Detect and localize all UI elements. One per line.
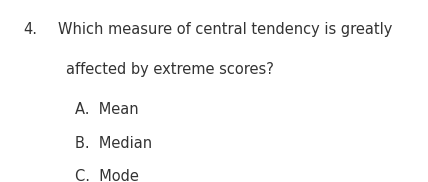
Text: C.  Mode: C. Mode <box>75 169 139 182</box>
Text: A.  Mean: A. Mean <box>75 102 139 117</box>
Text: 4.: 4. <box>24 22 38 37</box>
Text: affected by extreme scores?: affected by extreme scores? <box>66 62 274 77</box>
Text: B.  Median: B. Median <box>75 136 152 151</box>
Text: Which measure of central tendency is greatly: Which measure of central tendency is gre… <box>58 22 392 37</box>
